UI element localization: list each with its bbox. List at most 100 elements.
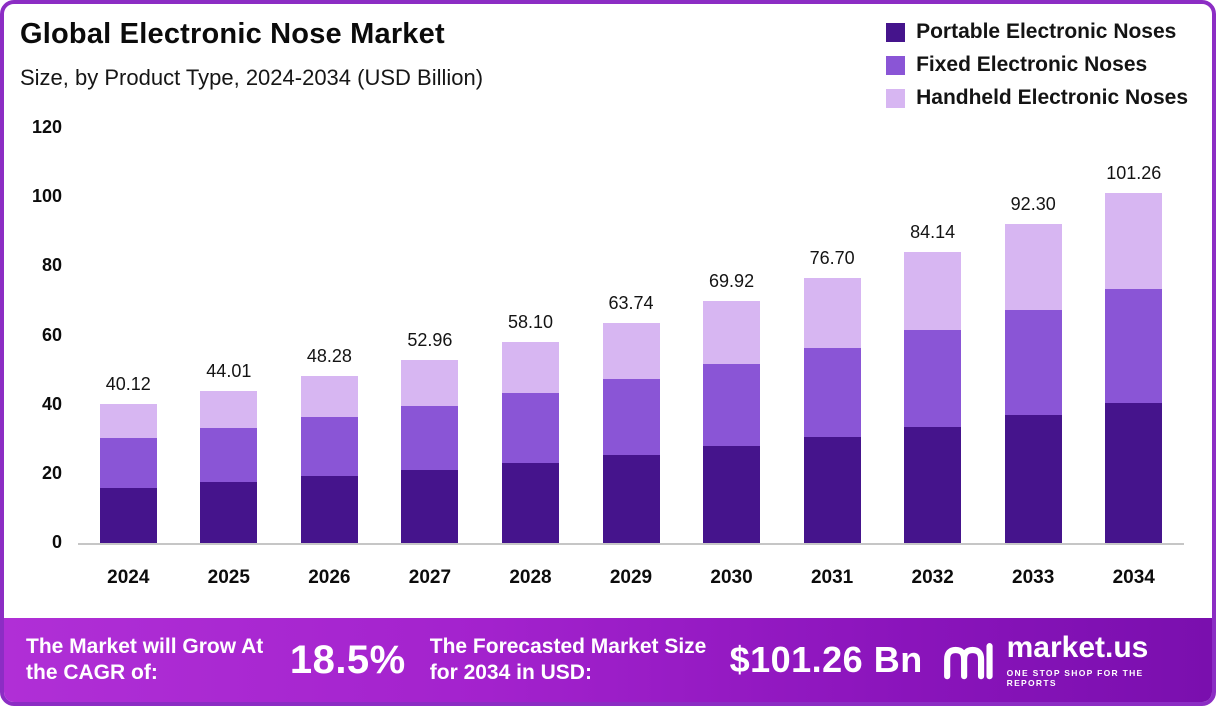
y-axis-label: 0 [51, 532, 62, 552]
stacked-bar-chart: 0 20 40 60 80 100 120 40.12 2024 44.01 2025 48.28 2… [4, 118, 1212, 588]
footer-banner: The Market will Grow At the CAGR of: 18.… [4, 618, 1212, 702]
legend: Portable Electronic Noses Fixed Electroni… [886, 18, 1188, 110]
bar-segment-portable-electronic-noses [501, 462, 559, 543]
bar-total-label: 101.26 [1106, 162, 1162, 183]
bar-stack [904, 252, 962, 543]
bar-segment-portable-electronic-noses [300, 476, 358, 543]
bar-segment-fixed-electronic-noses [803, 347, 861, 437]
bar-total-label: 58.10 [507, 312, 553, 333]
title-block: Global Electronic Nose Market Size, by P… [20, 18, 483, 91]
bar-stack [99, 404, 157, 543]
legend-label: Fixed Electronic Noses [916, 53, 1148, 76]
bar-total-label: 63.74 [608, 292, 654, 313]
bar-segment-handheld-electronic-noses [1105, 192, 1163, 290]
bar-segment-fixed-electronic-noses [200, 427, 258, 483]
legend-swatch [886, 88, 906, 108]
bar-group-2026: 48.28 2026 [279, 128, 380, 588]
bar-stack [200, 390, 258, 543]
bar-segment-portable-electronic-noses [401, 469, 459, 543]
bar-group-2024: 40.12 2024 [78, 128, 179, 588]
x-axis-label: 2029 [609, 567, 653, 588]
bar-segment-portable-electronic-noses [200, 482, 258, 543]
bar-total-label: 44.01 [206, 360, 252, 381]
bar-stack [1004, 223, 1062, 543]
bar-segment-handheld-electronic-noses [1004, 223, 1062, 311]
x-axis-label: 2034 [1112, 567, 1155, 588]
x-axis-label: 2030 [710, 567, 753, 588]
x-axis-label: 2028 [509, 567, 552, 588]
bar-total-label: 69.92 [709, 271, 755, 292]
legend-swatch [886, 22, 906, 42]
x-axis-label: 2024 [107, 567, 150, 588]
bar-segment-fixed-electronic-noses [300, 417, 358, 477]
bar-segment-handheld-electronic-noses [501, 342, 559, 394]
bar-segment-portable-electronic-noses [602, 454, 660, 543]
bar-segment-fixed-electronic-noses [501, 393, 559, 463]
x-axis-label: 2026 [308, 567, 351, 588]
bar-group-2033: 92.30 2033 [983, 128, 1084, 588]
bar-group-2034: 101.26 2034 [1083, 128, 1184, 588]
y-axis: 0 20 40 60 80 100 120 [14, 118, 78, 551]
bar-segment-fixed-electronic-noses [99, 437, 157, 488]
bar-group-2031: 76.70 2031 [782, 128, 883, 588]
bar-segment-portable-electronic-noses [803, 436, 861, 543]
forecast-label: The Forecasted Market Size for 2034 in U… [429, 634, 707, 684]
bar-stack [602, 322, 660, 543]
x-axis-label: 2032 [911, 567, 954, 588]
header: Global Electronic Nose Market Size, by P… [4, 4, 1212, 110]
x-axis-label: 2033 [1012, 567, 1055, 588]
plot-area: 40.12 2024 44.01 2025 48.28 2026 52.96 2027 58.1… [78, 128, 1184, 588]
bar-segment-portable-electronic-noses [99, 487, 157, 543]
bar-segment-handheld-electronic-noses [200, 390, 258, 428]
legend-item-fixed-electronic-noses: Fixed Electronic Noses [886, 53, 1188, 77]
bar-group-2028: 58.10 2028 [480, 128, 581, 588]
bar-group-2025: 44.01 2025 [179, 128, 280, 588]
bar-total-label: 84.14 [910, 222, 956, 243]
bar-stack [703, 301, 761, 543]
bar-segment-handheld-electronic-noses [300, 376, 358, 418]
bar-segment-fixed-electronic-noses [1004, 310, 1062, 416]
bar-segment-handheld-electronic-noses [703, 301, 761, 365]
cagr-label: The Market will Grow At the CAGR of: [26, 634, 264, 684]
bar-group-2029: 63.74 2029 [581, 128, 682, 588]
y-axis-label: 100 [31, 186, 62, 207]
brand-tagline: ONE STOP SHOP FOR THE REPORTS [1006, 667, 1144, 688]
forecast-value: $101.26 Bn [729, 639, 923, 680]
bar-segment-portable-electronic-noses [1105, 402, 1163, 543]
legend-item-handheld-electronic-noses: Handheld Electronic Noses [886, 86, 1188, 110]
bar-stack [501, 342, 559, 543]
bar-segment-handheld-electronic-noses [602, 322, 660, 380]
bar-segment-portable-electronic-noses [904, 426, 962, 543]
cagr-value: 18.5% [289, 637, 406, 682]
y-axis-label: 40 [41, 393, 62, 414]
brand-name: market.us [1006, 630, 1149, 664]
y-axis-label: 20 [41, 462, 62, 483]
brand-text: market.us ONE STOP SHOP FOR THE REPORTS [1006, 630, 1184, 688]
bar-group-2027: 52.96 2027 [380, 128, 481, 588]
bar-segment-handheld-electronic-noses [904, 252, 962, 331]
bar-segment-fixed-electronic-noses [703, 364, 761, 447]
bar-stack [1105, 192, 1163, 543]
x-axis-label: 2027 [408, 567, 452, 588]
bar-total-label: 52.96 [407, 329, 453, 350]
legend-label: Handheld Electronic Noses [916, 86, 1188, 109]
y-axis-label: 120 [31, 117, 62, 137]
y-axis-label: 80 [41, 255, 62, 276]
legend-swatch [886, 55, 906, 75]
y-axis-label: 60 [41, 324, 62, 345]
bar-total-label: 76.70 [809, 247, 855, 268]
bar-segment-fixed-electronic-noses [602, 379, 660, 455]
bar-segment-portable-electronic-noses [1004, 415, 1062, 543]
x-axis-label: 2025 [207, 567, 250, 588]
bar-segment-handheld-electronic-noses [401, 359, 459, 406]
bar-segment-fixed-electronic-noses [1105, 289, 1163, 403]
legend-label: Portable Electronic Noses [916, 20, 1177, 43]
chart-subtitle: Size, by Product Type, 2024-2034 (USD Bi… [20, 65, 484, 90]
bar-segment-handheld-electronic-noses [99, 404, 157, 438]
bar-segment-handheld-electronic-noses [803, 277, 861, 348]
bar-group-2030: 69.92 2030 [681, 128, 782, 588]
bar-segment-fixed-electronic-noses [904, 330, 962, 427]
bar-total-label: 40.12 [105, 374, 151, 395]
bar-stack [401, 359, 459, 543]
